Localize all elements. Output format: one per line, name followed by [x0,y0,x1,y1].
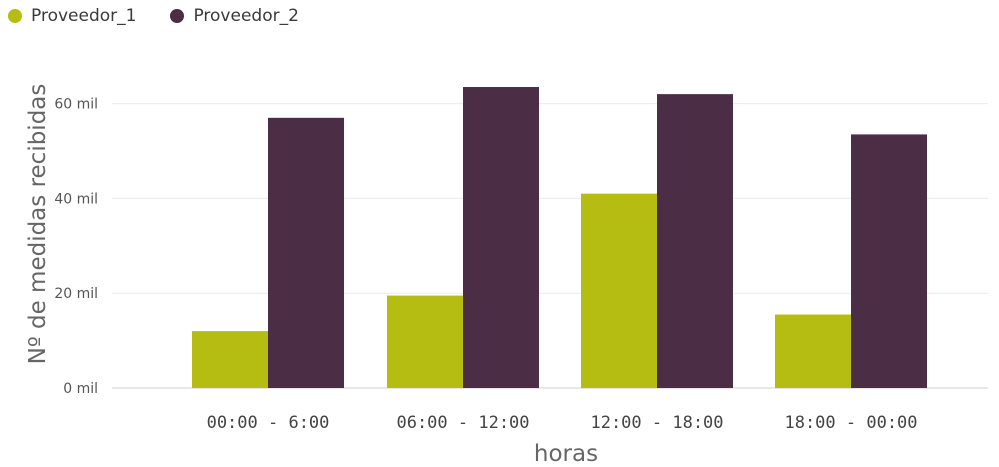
legend-swatch-proveedor-1 [8,9,22,23]
legend: Proveedor_1 Proveedor_2 [8,6,299,26]
legend-label-proveedor-1: Proveedor_1 [31,6,137,26]
y-tick-label: 20 mil [54,286,98,302]
legend-swatch-proveedor-2 [170,9,185,23]
x-tick-label: 18:00 - 00:00 [784,413,917,433]
y-tick-label: 40 mil [54,191,98,207]
bar-2-3[interactable] [657,94,733,389]
bars [192,87,927,389]
bar-2-2[interactable] [463,87,539,388]
bar-1-3[interactable] [581,193,657,388]
y-axis-title: Nº de medidas recibidas [25,84,51,365]
x-tick-label: 12:00 - 18:00 [590,413,723,433]
bar-1-2[interactable] [387,295,463,388]
y-tick-label: 60 mil [54,97,98,113]
legend-item-proveedor-1[interactable]: Proveedor_1 [8,6,136,26]
x-axis-title: horas [534,441,598,467]
x-axis-ticks: 00:00 - 6:00 06:00 - 12:00 12:00 - 18:00 18… [207,413,918,433]
y-tick-label: 0 mil [63,381,98,397]
y-axis-ticks: 0 mil 20 mil 40 mil 60 mil [54,97,98,397]
bar-1-4[interactable] [775,314,851,388]
legend-label-proveedor-2: Proveedor_2 [193,6,299,26]
x-tick-label: 06:00 - 12:00 [396,413,529,433]
legend-item-proveedor-2[interactable]: Proveedor_2 [170,6,299,26]
x-tick-label: 00:00 - 6:00 [207,413,330,433]
bar-2-1[interactable] [268,117,344,388]
bar-1-1[interactable] [192,331,268,388]
bar-2-4[interactable] [851,134,927,388]
